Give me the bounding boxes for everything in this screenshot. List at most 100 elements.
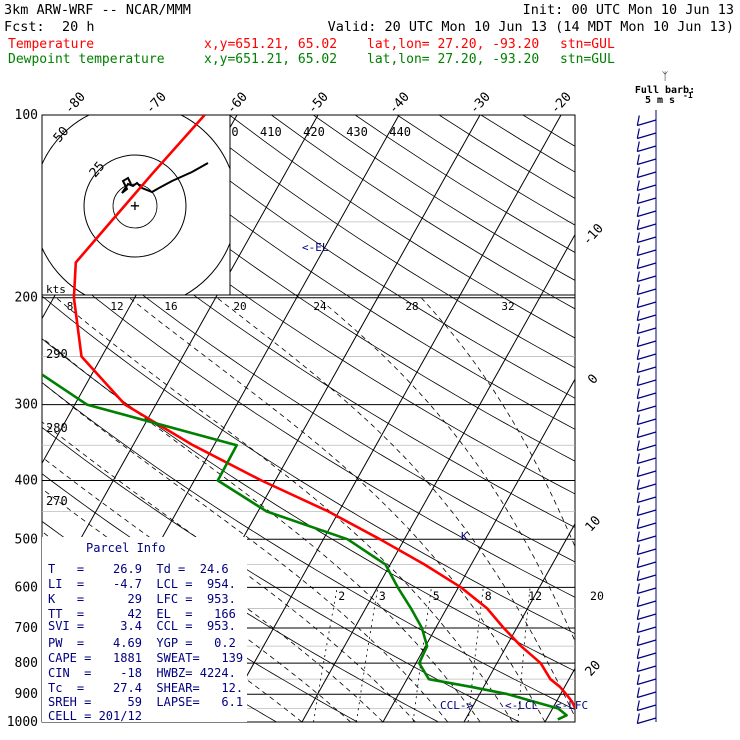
temperature-tick-label: -10 <box>580 221 607 248</box>
wind-barb-flag <box>636 544 640 555</box>
barb-legend-icon: ᛉ <box>662 70 669 83</box>
wind-barb-flag <box>636 687 640 698</box>
wind-barb-flag <box>636 310 640 321</box>
dry-adiabat-line <box>42 254 575 598</box>
wind-barb-flag <box>636 661 640 672</box>
wind-barb <box>637 444 657 452</box>
wind-barb <box>637 470 657 478</box>
wind-barb <box>637 600 657 608</box>
pressure-tick-label: 700 <box>15 621 38 636</box>
temperature-tick-label: -40 <box>386 90 413 117</box>
theta-label: 430 <box>346 125 368 139</box>
dry-adiabat-line <box>438 115 575 199</box>
wind-barb-flag <box>636 466 640 477</box>
wind-barb-flag <box>636 180 640 191</box>
isotherm-line <box>463 522 575 722</box>
wind-barb <box>637 288 657 296</box>
wind-barb-flag <box>636 362 640 373</box>
moist-adiabat-line <box>420 297 575 548</box>
dry-adiabat-line <box>145 115 575 399</box>
theta-label: 280 <box>46 421 68 435</box>
wind-barb-flag <box>636 206 640 217</box>
kts-title: kts <box>46 283 66 296</box>
pressure-tick-label: 400 <box>15 473 38 488</box>
wind-barb-flag <box>636 193 640 204</box>
wind-barbs <box>636 115 657 725</box>
dewpoint-legend-label: Dewpoint temperature <box>8 52 165 67</box>
parcel-info-row: CAPE = 1881 SWEAT= 139 <box>48 651 243 665</box>
wind-barb <box>637 262 657 270</box>
mixing-ratio-line <box>517 587 531 722</box>
wind-barb <box>637 691 657 699</box>
wind-barb-flag <box>636 154 640 165</box>
wind-barb-flag <box>636 492 640 503</box>
kts-tick-label: 20 <box>233 300 246 313</box>
temperature-legend-stn: stn=GUL <box>560 37 615 52</box>
parcel-info-row: CIN = -18 HWBZ= 4224. <box>48 666 236 680</box>
wind-barb <box>637 197 657 205</box>
wind-barb <box>637 366 657 374</box>
wind-barb <box>637 327 657 335</box>
dewpoint-legend-xy: x,y=651.21, 65.02 <box>204 52 337 67</box>
wind-barb-flag <box>636 219 640 230</box>
wind-barb <box>637 145 657 153</box>
hodograph-inset: + 50 25 <box>41 114 231 296</box>
mixing-ratio-label: 3 <box>379 589 386 603</box>
dry-adiabat-line <box>187 115 575 369</box>
wind-barb <box>637 587 657 595</box>
pressure-tick-label: 100 <box>15 108 38 123</box>
moist-adiabat-line <box>129 297 546 722</box>
wind-barb-flag <box>636 479 640 490</box>
wind-barb <box>637 184 657 192</box>
parcel-info-row: K = 29 LFC = 953. <box>48 592 236 606</box>
temperature-legend-xy: x,y=651.21, 65.02 <box>204 37 337 52</box>
wind-barb-flag <box>636 635 640 646</box>
wind-barb <box>637 626 657 634</box>
pressure-tick-label: 300 <box>15 398 38 413</box>
temperature-tick-label: -80 <box>62 90 89 117</box>
wind-barb <box>637 509 657 517</box>
wind-barb <box>637 210 657 218</box>
wind-barb-flag <box>636 713 640 724</box>
wind-barb <box>637 379 657 387</box>
wind-barb-flag <box>636 453 640 464</box>
pressure-tick-label: 500 <box>15 532 38 547</box>
lfc-marker: <-LFC <box>555 699 588 712</box>
dry-adiabat-line <box>229 115 575 339</box>
wind-barb-flag <box>636 258 640 269</box>
hodograph-center-icon: + <box>130 196 140 215</box>
pressure-tick-label: 800 <box>15 656 38 671</box>
mixing-ratio-label: 12 <box>528 589 542 603</box>
parcel-info-row: T = 26.9 Td = 24.6 <box>48 562 229 576</box>
temperature-tick-label: -60 <box>224 90 251 117</box>
hodograph-frame <box>41 114 231 296</box>
dry-adiabat-line <box>61 115 575 462</box>
wind-barb-flag <box>636 531 640 542</box>
pressure-tick-label: 200 <box>15 291 38 306</box>
pressure-tick-label: 1000 <box>7 715 38 730</box>
parcel-info-row: SREH = 59 LAPSE= 6.1 <box>48 695 243 709</box>
wind-barb-flag <box>636 622 640 633</box>
lcl-marker: <-LCL <box>505 699 538 712</box>
wind-barb-flag <box>636 245 640 256</box>
temperature-tick-label: 10 <box>583 513 605 535</box>
kts-scale: 8 12 16 20 24 28 32 <box>67 300 515 313</box>
moist-adiabat-line <box>42 421 416 722</box>
barb-legend-unit: 5 m s <box>645 95 675 106</box>
wind-barb-flag <box>636 700 640 711</box>
profiles <box>42 115 575 721</box>
wind-barb <box>637 275 657 283</box>
pressure-tick-label: 900 <box>15 687 38 702</box>
temperature-tick-label: -30 <box>467 90 494 117</box>
wind-barb <box>637 548 657 556</box>
parcel-info-background <box>42 537 247 722</box>
wind-barb-flag <box>636 115 640 126</box>
wind-barb <box>637 223 657 231</box>
mixing-ratio-label: 20 <box>590 589 604 603</box>
wind-barb <box>637 392 657 400</box>
model-title: 3km ARW-WRF -- NCAR/MMM <box>4 2 191 18</box>
dry-adiabat-line <box>103 115 575 430</box>
parcel-info-panel: Parcel Info T = 26.9 Td = 24.6 LI = -4.7… <box>42 537 247 723</box>
dry-adiabat-line <box>42 338 575 672</box>
